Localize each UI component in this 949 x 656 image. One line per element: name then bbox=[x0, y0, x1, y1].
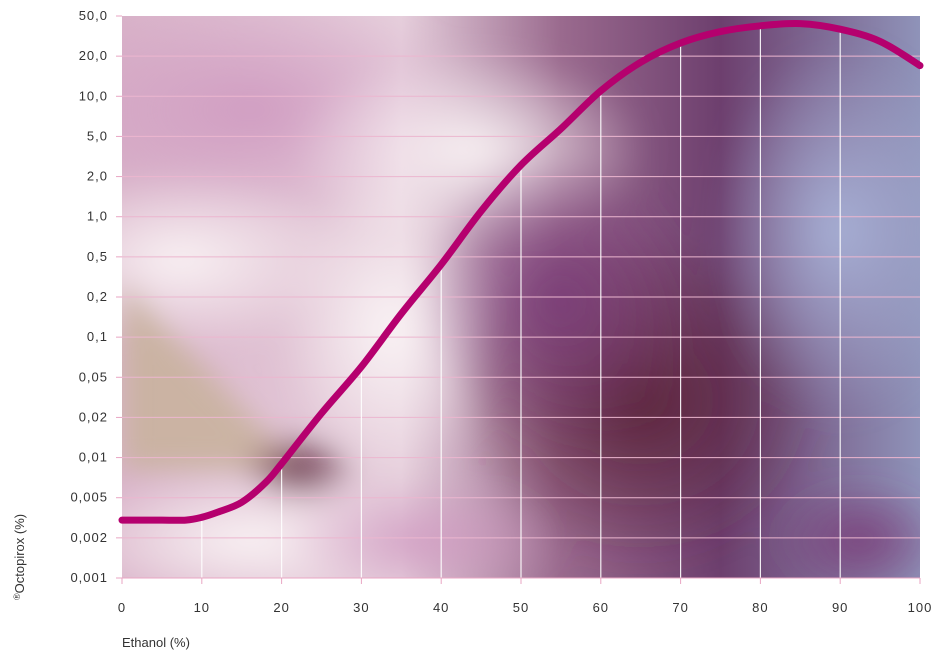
x-tick-label: 90 bbox=[832, 600, 848, 615]
y-tick-label: 0,05 bbox=[79, 369, 108, 384]
y-tick-label: 0,02 bbox=[79, 409, 108, 424]
x-tick-label: 40 bbox=[433, 600, 449, 615]
x-tick-label: 20 bbox=[273, 600, 289, 615]
x-tick-label: 10 bbox=[194, 600, 210, 615]
y-tick-label: 0,005 bbox=[70, 490, 108, 505]
plot-background-photo bbox=[122, 16, 920, 578]
y-tick-label: 0,001 bbox=[70, 570, 108, 585]
x-tick-label: 100 bbox=[908, 600, 933, 615]
x-tick-label: 80 bbox=[752, 600, 768, 615]
y-tick-label: 5,0 bbox=[87, 128, 108, 143]
x-tick-label: 70 bbox=[672, 600, 688, 615]
x-axis-title: Ethanol (%) bbox=[122, 635, 190, 650]
y-tick-label: 0,5 bbox=[87, 249, 108, 264]
y-tick-label: 0,2 bbox=[87, 289, 108, 304]
registered-mark: ® bbox=[12, 593, 22, 600]
y-axis-title: ®Octopirox (%) bbox=[12, 514, 27, 600]
x-tick-label: 50 bbox=[513, 600, 529, 615]
y-tick-labels: 0,001 0,002 0,005 0,01 0,02 0,05 0,1 0,2 0,5 1,0 2… bbox=[70, 8, 108, 585]
y-tick-label: 1,0 bbox=[87, 209, 108, 224]
y-tick-label: 0,002 bbox=[70, 530, 108, 545]
x-tick-labels: 0 10 20 30 40 50 60 70 80 90 100 bbox=[118, 600, 933, 615]
y-axis-title-text: Octopirox (%) bbox=[12, 514, 27, 593]
series-line bbox=[118, 19, 924, 524]
y-tick-label: 0,1 bbox=[87, 329, 108, 344]
y-tick-label: 10,0 bbox=[79, 88, 108, 103]
x-tick-label: 60 bbox=[593, 600, 609, 615]
vertical-gridlines bbox=[121, 25, 921, 584]
series-group bbox=[118, 19, 924, 524]
y-tick-label: 2,0 bbox=[87, 169, 108, 184]
x-tick-label: 0 bbox=[118, 600, 126, 615]
y-tick-label: 20,0 bbox=[79, 48, 108, 63]
y-tick-label: 0,01 bbox=[79, 450, 108, 465]
y-tick-label: 50,0 bbox=[79, 8, 108, 23]
x-tick-label: 30 bbox=[353, 600, 369, 615]
